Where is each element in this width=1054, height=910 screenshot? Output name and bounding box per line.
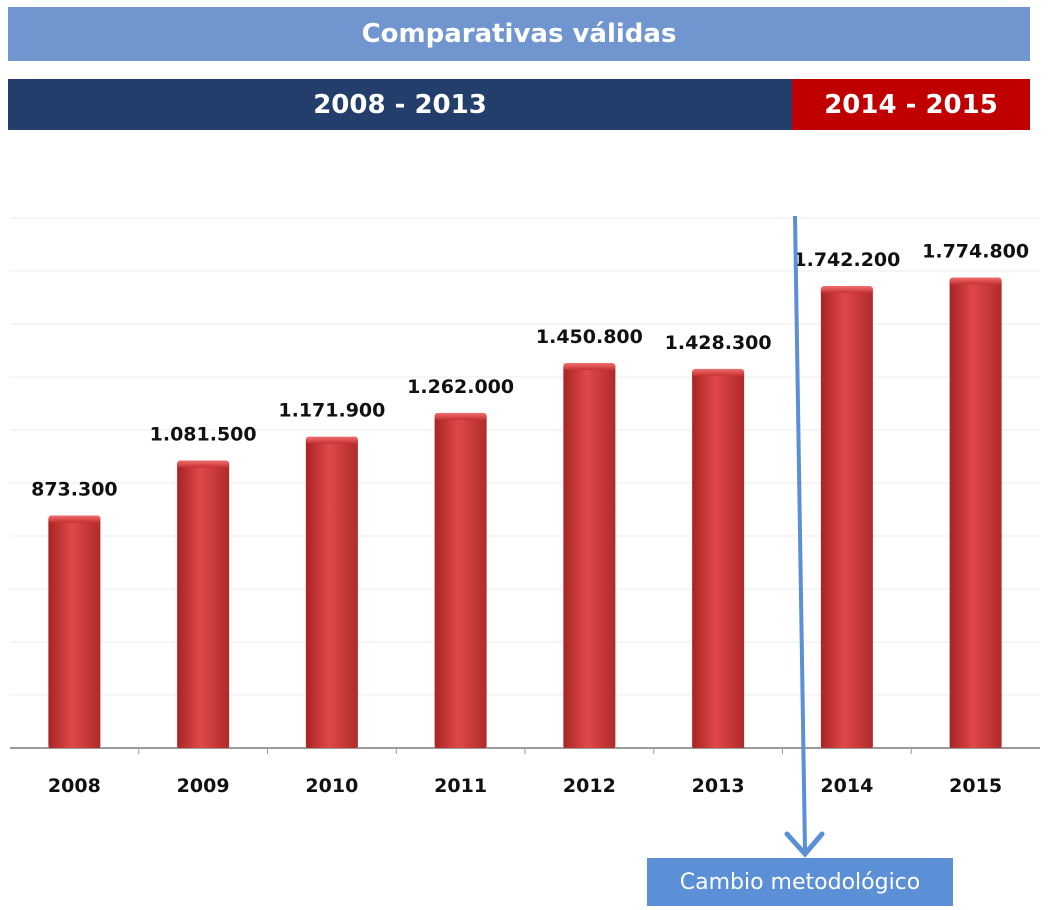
methodology-note: Cambio metodológico <box>647 858 953 906</box>
bar-cap-2009 <box>177 460 230 468</box>
title-text: Comparativas válidas <box>361 19 677 49</box>
title-banner: Comparativas válidas <box>8 7 1030 61</box>
bar-cap-2015 <box>949 277 1002 285</box>
value-label-2011: 1.262.000 <box>407 376 514 398</box>
period-a-label: 2008 - 2013 <box>313 89 487 120</box>
arrow-shaft <box>793 215 807 851</box>
bar-2014 <box>820 288 873 748</box>
value-label-2015: 1.774.800 <box>922 240 1029 262</box>
value-label-2013: 1.428.300 <box>665 332 772 354</box>
x-tick-label-2011: 2011 <box>434 775 487 797</box>
value-label-2008: 873.300 <box>31 478 118 500</box>
period-2014-2015: 2014 - 2015 <box>792 79 1030 130</box>
methodology-arrow <box>784 215 825 858</box>
x-tick-label-2014: 2014 <box>820 775 873 797</box>
x-tick-label-2012: 2012 <box>563 775 616 797</box>
gridlines <box>10 217 1040 749</box>
bar-2012 <box>563 364 616 748</box>
x-tick-label-2010: 2010 <box>305 775 358 797</box>
bar-2013 <box>692 370 745 748</box>
bar-cap-2010 <box>305 436 358 444</box>
bar-cap-2008 <box>48 515 101 523</box>
period-banner: 2008 - 2013 2014 - 2015 <box>8 79 1030 130</box>
period-b-label: 2014 - 2015 <box>824 89 998 120</box>
bar-cap-2013 <box>692 368 745 376</box>
value-label-2010: 1.171.900 <box>278 400 385 422</box>
bars-group <box>48 277 1002 748</box>
x-axis: 2008 2009 2010 2011 2012 2013 2014 2015 <box>48 748 1002 797</box>
x-tick-label-2008: 2008 <box>48 775 101 797</box>
value-label-2009: 1.081.500 <box>150 423 257 445</box>
period-2008-2013: 2008 - 2013 <box>8 79 792 130</box>
bar-2008 <box>48 517 101 748</box>
value-label-2014: 1.742.200 <box>793 249 900 271</box>
bar-2010 <box>305 438 358 748</box>
arrow-head <box>784 831 825 858</box>
x-tick-label-2009: 2009 <box>177 775 230 797</box>
bar-cap-2014 <box>820 286 873 294</box>
bar-cap-2012 <box>563 362 616 370</box>
value-label-2012: 1.450.800 <box>536 326 643 348</box>
bar-cap-2011 <box>434 412 487 420</box>
x-tick-label-2013: 2013 <box>692 775 745 797</box>
bar-2009 <box>177 462 230 748</box>
x-tick-label-2015: 2015 <box>949 775 1002 797</box>
bar-2011 <box>434 414 487 748</box>
methodology-note-label: Cambio metodológico <box>679 869 921 895</box>
bar-2015 <box>949 279 1002 748</box>
value-labels-group: 873.300 1.081.500 1.171.900 1.262.000 1.450.… <box>31 240 1029 500</box>
